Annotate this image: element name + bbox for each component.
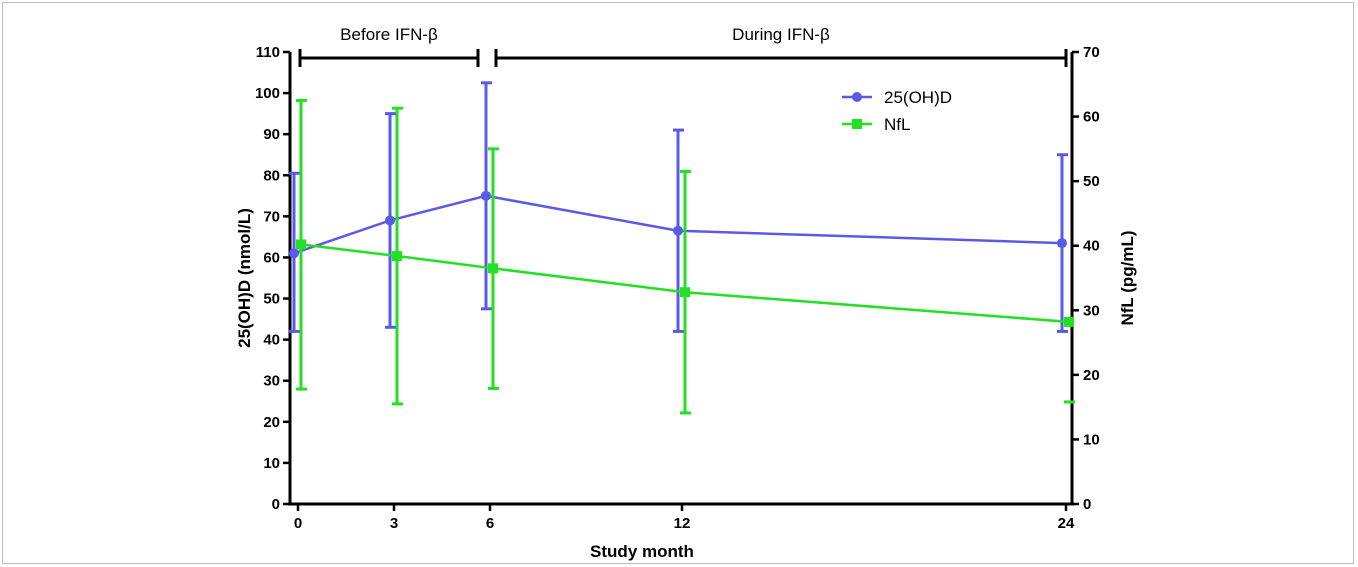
y-left-tick-label: 70 <box>263 208 280 225</box>
legend: 25(OH)D NfL <box>842 88 952 134</box>
x-tick-label: 24 <box>1058 515 1075 532</box>
x-tick-label: 0 <box>294 515 302 532</box>
x-tick-label: 3 <box>390 515 398 532</box>
data-point <box>296 239 306 250</box>
y-right-tick-label: 30 <box>1083 302 1100 319</box>
data-point <box>488 263 498 274</box>
y-left-tick-label: 80 <box>263 167 280 184</box>
legend-label: NfL <box>884 115 910 134</box>
y-left-tick-label: 90 <box>263 126 280 143</box>
y-right-tick-label: 50 <box>1083 173 1100 190</box>
x-tick-label: 6 <box>486 515 494 532</box>
y-axis-left-title: 25(OH)D (nmol/L) <box>235 208 254 348</box>
y-left-tick-label: 50 <box>263 291 280 308</box>
legend-marker <box>852 92 862 102</box>
y-left-tick-label: 100 <box>255 85 280 102</box>
data-point <box>481 190 491 201</box>
data-point <box>385 215 395 226</box>
y-left-tick-label: 60 <box>263 249 280 266</box>
y-left-tick-label: 0 <box>272 496 280 513</box>
series-layer <box>289 81 1075 415</box>
y-left-tick-label: 10 <box>263 455 280 472</box>
legend-label: 25(OH)D <box>884 88 952 107</box>
y-right-tick-label: 70 <box>1083 44 1100 61</box>
series-nfl <box>296 98 1075 415</box>
data-point <box>1057 238 1067 249</box>
data-point <box>1064 316 1074 327</box>
y-left-tick-label: 20 <box>263 414 280 431</box>
period-annotations: Before IFN-β During IFN-β <box>298 25 1068 67</box>
y-right-tick-label: 0 <box>1083 496 1091 513</box>
legend-marker <box>852 119 862 129</box>
y-axis-right-title: NfL (pg/mL) <box>1118 230 1137 325</box>
y-right-tick-label: 10 <box>1083 431 1100 448</box>
y-left-tick-label: 30 <box>263 373 280 390</box>
data-point <box>392 251 402 262</box>
period-label: Before IFN-β <box>340 25 438 44</box>
axes: 0102030405060708090100110010203040506070… <box>255 44 1100 532</box>
y-right-tick-label: 20 <box>1083 367 1100 384</box>
y-left-tick-label: 40 <box>263 332 280 349</box>
y-left-tick-label: 110 <box>256 44 280 61</box>
period-label: During IFN-β <box>732 25 830 44</box>
x-axis-title: Study month <box>590 542 694 561</box>
data-point <box>680 287 690 298</box>
series-25ohd <box>289 81 1068 333</box>
data-point <box>289 248 299 259</box>
x-tick-label: 12 <box>674 515 691 532</box>
y-right-tick-label: 40 <box>1083 238 1100 255</box>
y-right-tick-label: 60 <box>1083 109 1100 126</box>
data-point <box>673 225 683 236</box>
